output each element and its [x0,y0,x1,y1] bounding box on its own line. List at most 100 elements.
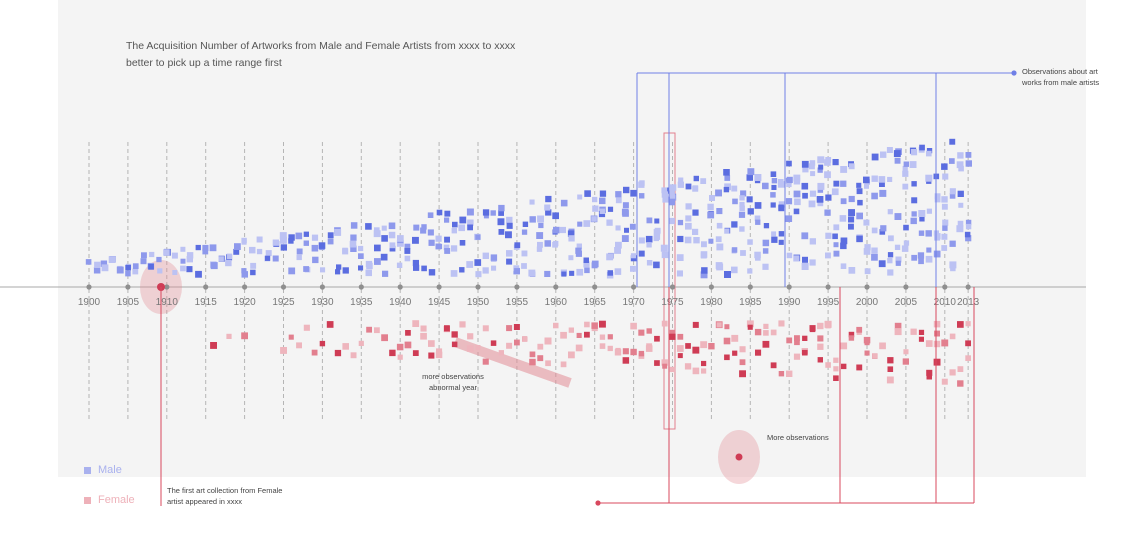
female-point [669,329,676,336]
male-point [839,215,847,222]
male-point [857,199,863,206]
female-point [770,329,777,336]
female-point [513,324,520,330]
male-point [716,222,723,229]
female-point [886,376,894,384]
male-point [724,271,731,278]
male-point [296,248,303,255]
male-point [389,245,396,252]
female-point [303,324,310,331]
female-point [825,362,831,368]
male-point [311,234,319,241]
male-point [592,205,599,212]
male-point [785,215,793,222]
female-point [934,330,940,337]
male-point [903,224,909,231]
male-point [965,223,972,230]
female-point [949,369,956,376]
male-point [482,267,489,274]
male-point [358,245,364,252]
male-point [856,182,862,188]
male-point [149,251,155,258]
male-point [490,254,498,261]
male-point [250,269,256,276]
male-point [256,236,263,243]
tick-dot [203,284,209,290]
male-point [762,239,770,247]
male-point [241,268,247,274]
female-point [933,320,941,328]
more-observations-marker [735,453,743,461]
tick-dot [965,284,971,290]
tick-dot [747,284,753,290]
male-point [902,170,909,177]
female-point [833,366,839,372]
x-tick-label: 2013 [957,297,980,308]
male-point [856,188,863,195]
male-point [537,215,544,223]
male-point [918,258,924,265]
male-point [778,231,785,237]
male-point [732,198,738,205]
female-point [661,320,668,327]
female-point [366,326,372,333]
male-point [909,161,917,168]
male-point [941,233,948,240]
female-point [560,361,567,368]
male-point [692,228,699,235]
female-point [817,335,824,342]
male-point [350,245,357,252]
female-point [770,362,777,369]
male-point [545,195,552,203]
x-tick-label: 1905 [117,297,140,308]
male-point [669,184,677,191]
male-point [902,165,908,172]
male-point [94,261,101,268]
female-point [397,354,403,360]
male-point [925,230,932,237]
male-point [577,221,583,227]
female-point [622,348,629,355]
female-point [584,331,590,338]
male-point [771,236,778,243]
male-point [724,228,730,234]
male-point [459,216,467,224]
female-point [319,340,326,347]
female-point [669,366,676,373]
male-point [801,160,809,168]
male-point [840,166,848,173]
x-tick-label: 2010 [934,297,957,308]
female-point [451,331,458,338]
male-point [879,189,887,197]
male-point [591,262,598,269]
male-point [801,182,809,190]
male-point [840,242,847,250]
female-point [933,358,941,366]
male-point [848,163,855,170]
male-point [443,244,450,251]
male-point [373,230,381,238]
male-point [965,152,972,158]
male-point [186,252,194,259]
male-point [163,249,170,256]
male-point [482,209,490,216]
tick-dot [319,284,325,290]
female-point [739,346,746,353]
male-point [831,188,839,196]
male-point [630,189,637,197]
male-point [863,176,870,184]
male-point [654,227,661,234]
male-point [934,196,941,203]
male-point [685,222,692,230]
male-point [591,216,597,222]
male-point [864,183,869,189]
male-point [708,238,714,244]
male-point [684,236,692,244]
male-point [661,187,668,194]
male-point [559,226,566,234]
female-point [599,343,606,349]
male-point [723,169,730,176]
abnormal-years-band [453,337,572,388]
female-point [910,328,917,335]
